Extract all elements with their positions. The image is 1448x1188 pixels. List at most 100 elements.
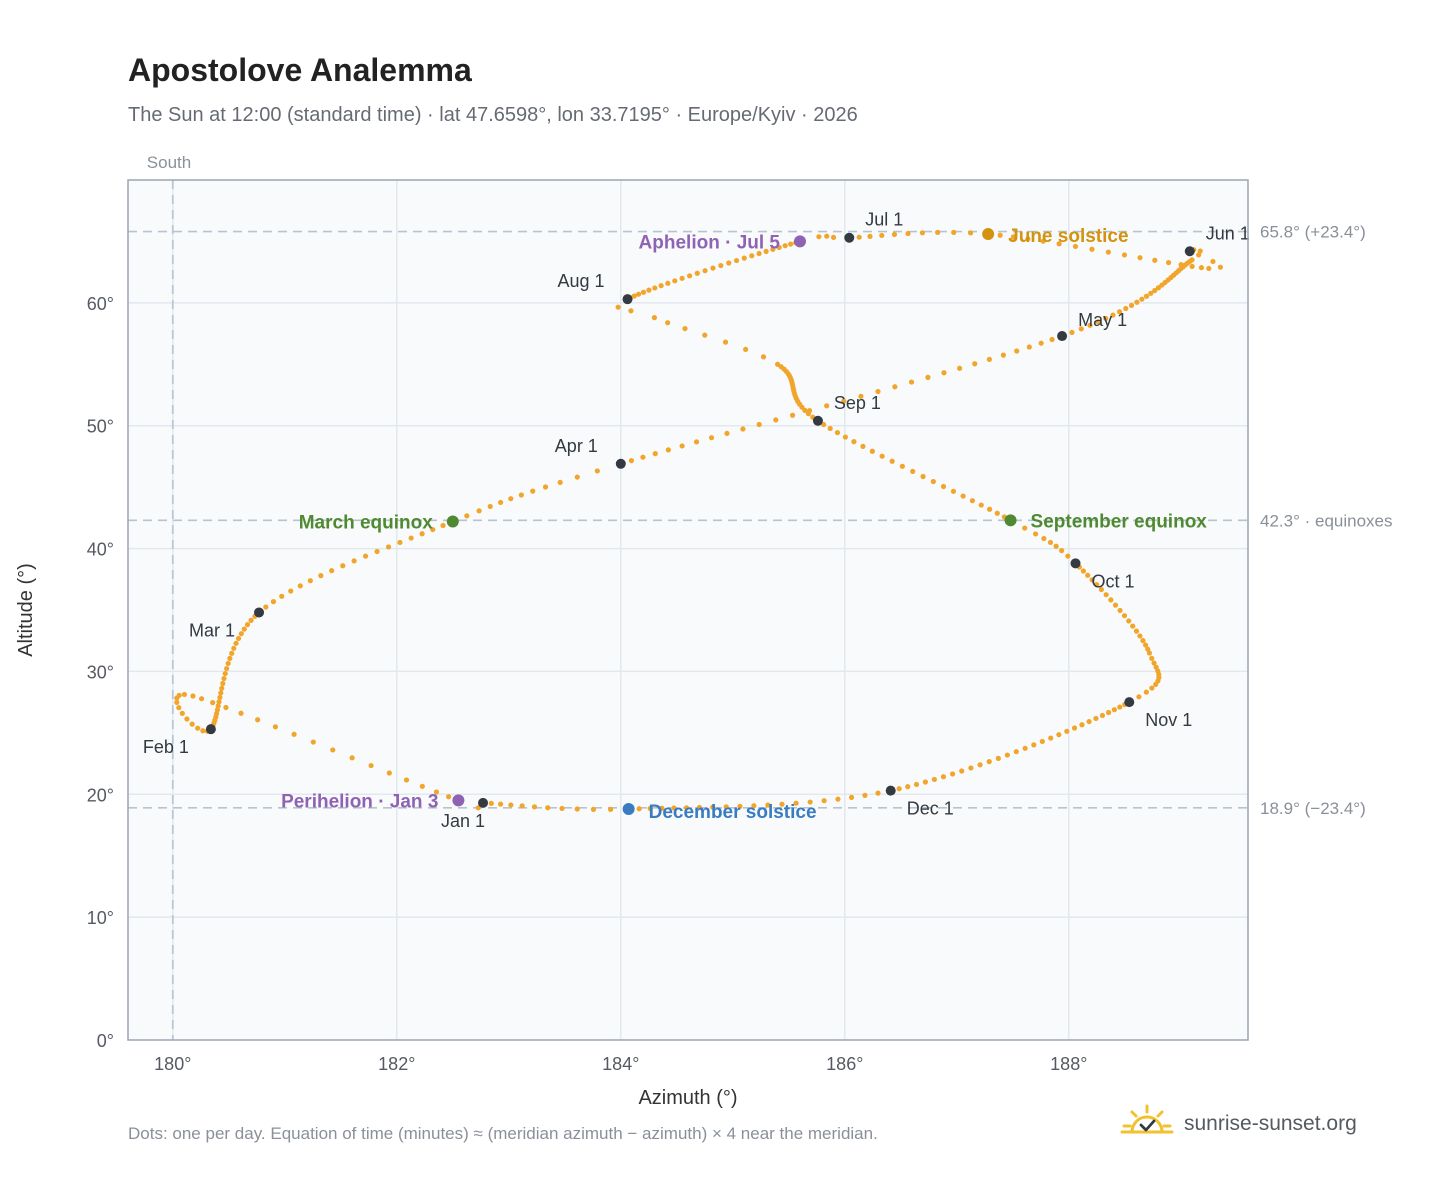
day-dot (1137, 255, 1143, 261)
day-dot (875, 790, 881, 796)
day-dot (788, 241, 794, 247)
day-dot (1056, 732, 1062, 738)
day-dot (1049, 336, 1055, 343)
day-dot (574, 474, 580, 480)
day-dot (986, 356, 992, 363)
day-dot (665, 320, 671, 326)
day-dot (1059, 548, 1065, 554)
day-dot (1148, 290, 1154, 296)
day-dot (995, 755, 1001, 761)
day-dot (190, 693, 196, 699)
day-dot (542, 484, 549, 490)
day-dot (1080, 568, 1086, 574)
day-dot (1013, 749, 1019, 755)
day-dot (959, 768, 965, 774)
month-marker-label: Dec 1 (907, 799, 954, 819)
day-dot (433, 789, 440, 795)
x-tick-label: 184° (602, 1054, 639, 1074)
day-dot (1089, 246, 1095, 252)
day-dot (1126, 618, 1132, 624)
day-dot (1165, 259, 1172, 266)
month-marker (1184, 246, 1195, 257)
day-dot (1117, 704, 1123, 710)
day-dot (770, 246, 776, 252)
day-dot (241, 626, 247, 632)
day-dot (318, 573, 324, 579)
day-dot (816, 234, 822, 240)
event-label: March equinox (299, 513, 434, 534)
day-dot (807, 799, 813, 805)
day-dot (931, 776, 937, 783)
month-marker (205, 724, 216, 735)
day-dot (683, 805, 690, 811)
day-dot (1064, 728, 1070, 734)
day-dot (659, 805, 665, 811)
day-dot (1079, 722, 1085, 728)
day-dot (824, 403, 830, 409)
day-dot (1065, 553, 1071, 559)
day-dot (1117, 607, 1123, 614)
day-dot (430, 526, 436, 533)
day-dot (930, 478, 936, 485)
day-dot (858, 393, 864, 399)
day-dot (224, 665, 230, 672)
day-dot (776, 244, 782, 251)
day-dot (374, 548, 380, 555)
day-dot (722, 339, 729, 345)
y-tick-label: 10° (87, 908, 114, 928)
day-dot (1121, 252, 1128, 258)
day-dot (288, 588, 294, 594)
day-dot (696, 804, 703, 811)
day-dot (978, 502, 984, 508)
day-dot (862, 792, 868, 798)
day-dot (1143, 293, 1150, 299)
day-dot (408, 535, 414, 541)
day-dot (960, 493, 966, 499)
brand[interactable]: sunrise-sunset.org (1120, 1102, 1357, 1146)
brand-name[interactable]: sunrise-sunset.org (1184, 1112, 1357, 1135)
day-dot (842, 434, 849, 440)
day-dot (508, 802, 514, 808)
day-dot (1111, 707, 1117, 713)
day-dot (977, 762, 983, 768)
month-marker (812, 415, 823, 426)
day-dot (1085, 572, 1091, 578)
day-dot (1178, 262, 1184, 268)
day-dot (1198, 265, 1205, 271)
day-dot (215, 703, 221, 709)
day-dot (1103, 315, 1109, 322)
day-dot (1139, 296, 1145, 302)
day-dot (497, 499, 504, 506)
day-dot (403, 777, 410, 783)
day-dot (665, 447, 671, 453)
day-dot (821, 798, 827, 804)
day-dot (1206, 265, 1212, 272)
day-dot (1108, 597, 1114, 603)
chart-subtitle: The Sun at 12:00 (standard time) · lat 4… (128, 104, 858, 126)
month-marker-label: May 1 (1078, 310, 1127, 330)
day-dot (1010, 234, 1017, 240)
day-dot (940, 483, 947, 490)
day-dot (763, 248, 769, 254)
day-dot (694, 270, 700, 276)
day-dot (636, 806, 642, 812)
day-dot (671, 805, 677, 811)
day-dot (559, 805, 565, 812)
day-dot (1022, 525, 1028, 531)
day-dot (594, 468, 600, 474)
month-marker (1124, 697, 1135, 708)
day-dot (773, 417, 779, 423)
day-dot (307, 578, 313, 584)
day-dot (679, 275, 685, 281)
day-dot (1087, 322, 1093, 328)
day-dot (233, 640, 239, 646)
day-dot (665, 280, 671, 286)
day-dot (827, 425, 833, 432)
day-dot (896, 786, 902, 792)
day-dot (879, 232, 885, 239)
analemma-chart: 65.8° (+23.4°) 42.3° · equinoxes 18.9° (−2… (15, 153, 1393, 1109)
month-marker-label: Oct 1 (1092, 571, 1135, 591)
day-dot (1112, 602, 1119, 608)
day-dot (179, 710, 185, 716)
day-dot (1022, 745, 1028, 751)
